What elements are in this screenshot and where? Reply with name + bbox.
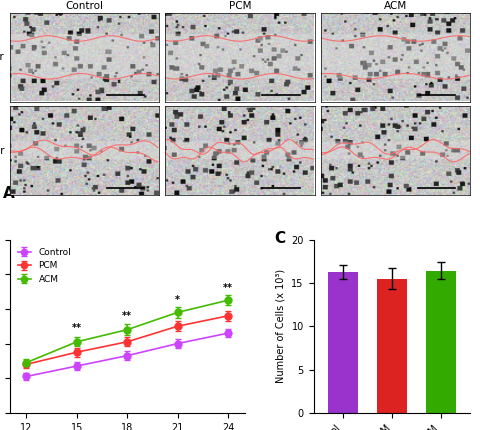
Title: ACM: ACM	[384, 1, 407, 11]
Text: **: **	[72, 323, 82, 333]
Y-axis label: 0 hr: 0 hr	[0, 52, 4, 62]
Bar	[328, 272, 358, 413]
Legend: Control, PCM, ACM: Control, PCM, ACM	[14, 244, 75, 287]
Y-axis label: 24 hr: 24 hr	[0, 146, 4, 156]
Text: **: **	[223, 283, 233, 293]
Title: PCM: PCM	[229, 1, 251, 11]
Bar	[426, 271, 456, 413]
Text: **: **	[122, 311, 132, 321]
Y-axis label: Number of Cells (x 10³): Number of Cells (x 10³)	[276, 269, 286, 383]
Text: C: C	[274, 231, 286, 246]
Text: *: *	[175, 295, 180, 305]
Text: A: A	[3, 186, 14, 201]
Bar	[377, 279, 407, 413]
Title: Control: Control	[65, 1, 103, 11]
